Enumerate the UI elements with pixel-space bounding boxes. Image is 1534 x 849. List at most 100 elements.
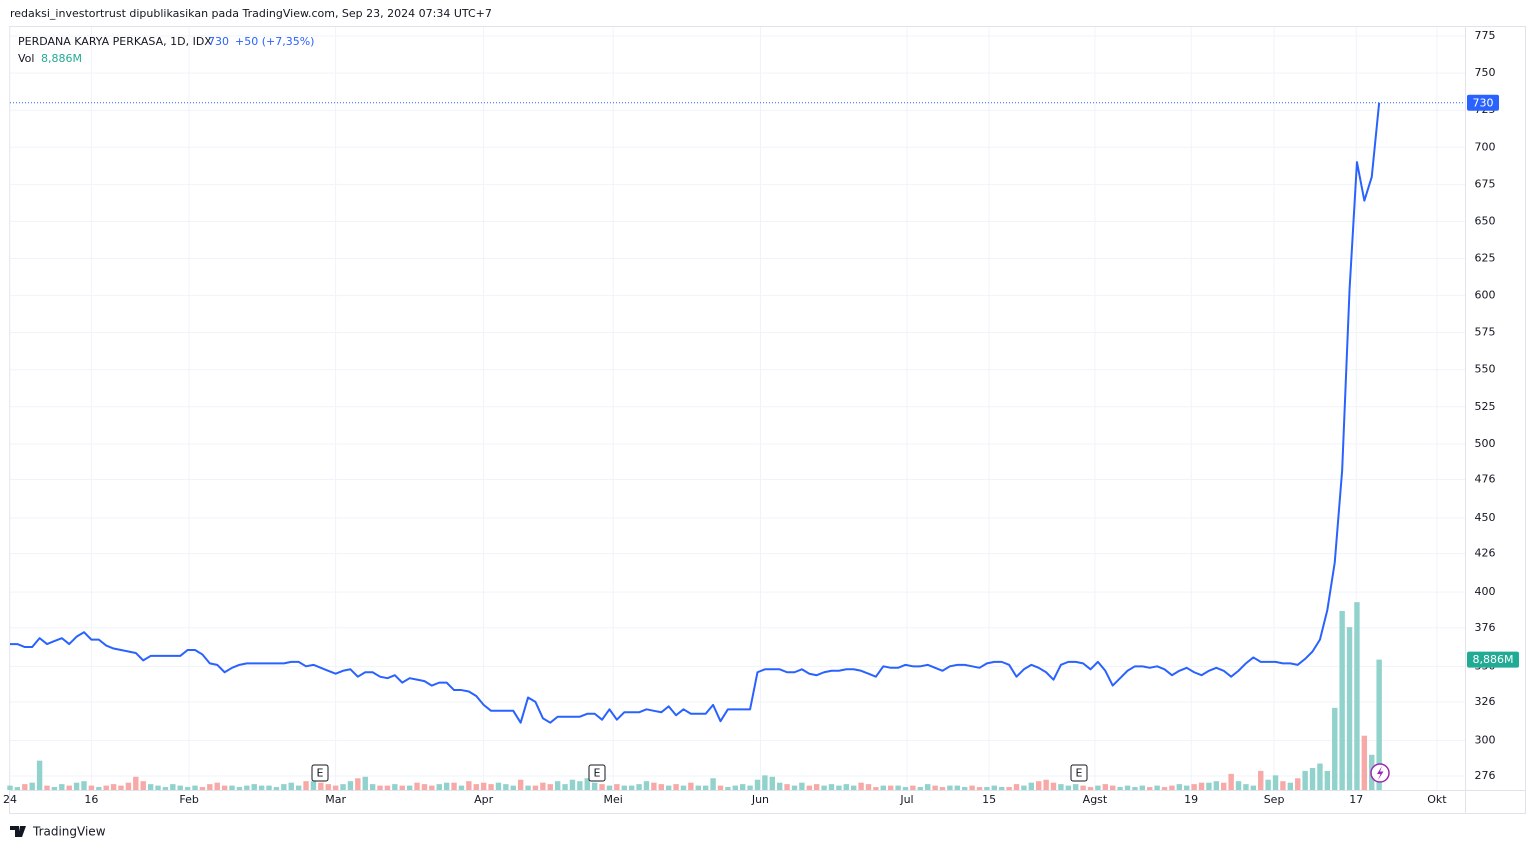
price-tag <box>1467 94 1499 111</box>
volume-bar <box>332 785 339 790</box>
legend: PERDANA KARYA PERKASA, 1D, IDX 730 +50 (… <box>18 35 314 65</box>
volume-bar <box>251 784 257 790</box>
volume-bar <box>288 782 294 790</box>
volume-bar <box>303 781 309 790</box>
volume-bar <box>340 784 346 790</box>
y-tick-label: 300 <box>1475 733 1496 746</box>
volume-bar <box>1324 770 1331 790</box>
volume-bar <box>569 779 576 790</box>
volume-bar <box>436 784 442 790</box>
volume-bar <box>66 785 72 790</box>
volume-bar <box>680 785 687 790</box>
y-tick-label: 550 <box>1475 363 1496 376</box>
volume-bar <box>207 784 213 790</box>
y-tick-label: 750 <box>1475 66 1496 79</box>
legend-symbol: PERDANA KARYA PERKASA, 1D, IDX <box>18 35 212 48</box>
volume-bar <box>488 784 494 790</box>
volume-bar <box>695 785 701 790</box>
volume-bar <box>717 785 724 790</box>
volume-bar <box>1272 775 1279 790</box>
price-line <box>10 102 1381 724</box>
volume-bar <box>614 784 620 790</box>
volume-bar <box>1287 782 1294 790</box>
volume-bar <box>1184 785 1190 790</box>
legend-vol-value: 8,886M <box>41 52 82 65</box>
volume-bar <box>1280 781 1286 790</box>
grid <box>9 27 1465 790</box>
frame <box>9 26 1526 814</box>
volume-bar <box>96 787 102 790</box>
x-tick-label: Mar <box>325 793 346 806</box>
volume-bar <box>1169 785 1175 790</box>
volume-bar <box>1332 707 1338 790</box>
x-tick-label: Feb <box>179 793 198 806</box>
earnings-marker[interactable]: E <box>588 764 606 782</box>
volume-bar <box>258 785 265 790</box>
volume-bar <box>799 782 805 790</box>
volume-bar <box>7 785 13 790</box>
volume-bar <box>1176 784 1183 790</box>
volume-bar <box>887 785 894 790</box>
dividend-marker[interactable] <box>1370 763 1390 783</box>
volume-bar <box>643 781 650 790</box>
volume-bar <box>384 785 391 790</box>
volume-bar <box>22 784 28 790</box>
volume-bar <box>221 785 228 790</box>
volume-bar <box>577 781 583 790</box>
footer: TradingView <box>10 825 106 839</box>
earnings-marker[interactable]: E <box>1070 764 1088 782</box>
volume-bar <box>806 785 812 790</box>
earnings-box[interactable] <box>1070 764 1088 782</box>
volume-bar <box>110 784 117 790</box>
volume-bar <box>1198 782 1205 790</box>
volume-bar <box>584 778 590 790</box>
y-tick-label: 500 <box>1475 437 1496 450</box>
volume-bar <box>984 787 990 790</box>
volume-bar <box>1139 785 1146 790</box>
volume-bar <box>29 782 35 790</box>
earnings-box[interactable] <box>311 764 329 782</box>
volume-bar <box>769 776 775 790</box>
volume-bar <box>917 787 924 790</box>
volume-bar <box>702 785 709 790</box>
volume-bar <box>347 781 354 790</box>
volume-bar <box>170 784 176 790</box>
volume-bar <box>88 785 95 790</box>
earnings-box[interactable] <box>588 764 606 782</box>
volume-bar <box>621 785 627 790</box>
marker-icon <box>1377 766 1384 780</box>
volume-bar <box>451 782 457 790</box>
volume-bar <box>1110 785 1116 790</box>
volume-bar <box>118 785 124 790</box>
volume-bar <box>1095 785 1101 790</box>
volume-bar <box>177 785 183 790</box>
volume-bar <box>954 785 961 790</box>
volume-bar <box>1250 785 1257 790</box>
footer-text: TradingView <box>32 825 106 839</box>
volume-bar <box>1132 787 1138 790</box>
volume-bar <box>599 784 605 790</box>
volume-bar <box>1302 770 1308 790</box>
volume-bar <box>1028 782 1035 790</box>
volume-bar <box>466 781 472 790</box>
y-tick-label: 675 <box>1475 177 1496 190</box>
x-tick-label: 15 <box>982 793 996 806</box>
volume-bar <box>710 778 716 790</box>
earnings-marker[interactable]: E <box>311 764 329 782</box>
volume-bar <box>355 778 361 790</box>
volume-bar <box>1013 784 1020 790</box>
volume-bar <box>754 779 761 790</box>
y-tick-label: 525 <box>1475 400 1496 413</box>
volume-bar <box>133 776 139 790</box>
volume-bar <box>273 787 280 790</box>
volume-bar <box>925 784 931 790</box>
volume-bar <box>673 784 679 790</box>
volume-bar <box>554 781 561 790</box>
earnings-text: E <box>594 767 601 780</box>
volume-bar <box>880 785 886 790</box>
legend-vol-label: Vol <box>18 52 34 65</box>
volume-bar <box>1087 787 1094 790</box>
volume-bar <box>362 776 368 790</box>
volume-bar <box>1243 784 1249 790</box>
volume-bar <box>1124 785 1131 790</box>
